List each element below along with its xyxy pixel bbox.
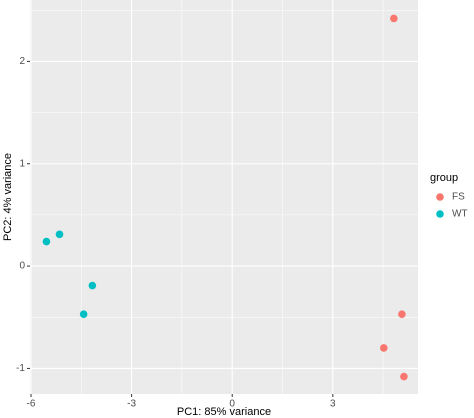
legend-key: [436, 193, 444, 201]
legend-title: group: [430, 172, 458, 184]
legend-key: [436, 210, 444, 218]
y-axis-title: PC2: 4% variance: [2, 153, 14, 241]
panel: [30, 0, 418, 394]
y-tick-label: -1: [16, 363, 25, 374]
point: [390, 14, 398, 23]
point: [398, 310, 406, 318]
y-tick-label: 1: [19, 158, 25, 169]
x-tick-label: -6: [27, 399, 36, 410]
point: [88, 281, 97, 290]
x-axis-title: PC1: 85% variance: [177, 406, 271, 418]
point: [379, 344, 388, 352]
y-tick-label: 2: [19, 56, 25, 67]
x-tick-label: 3: [330, 399, 336, 410]
legend-label: WT: [452, 209, 468, 220]
x-tick-label: -3: [127, 399, 136, 410]
legend-label: FS: [452, 192, 465, 203]
y-tick-label: 0: [19, 261, 25, 272]
point: [79, 310, 88, 318]
point: [400, 372, 408, 381]
x-tick-label: 0: [229, 399, 235, 410]
point: [42, 237, 51, 246]
point: [55, 230, 64, 239]
